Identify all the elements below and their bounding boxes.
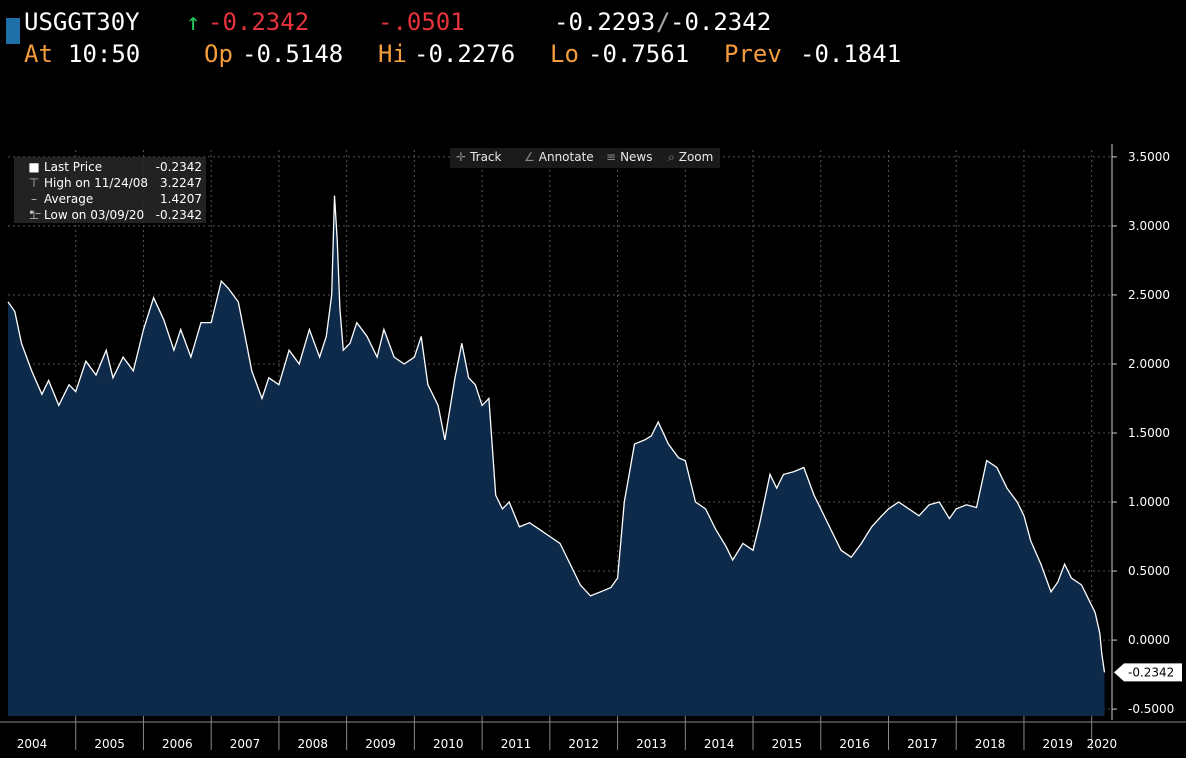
legend-average-icon: –•–	[28, 192, 42, 220]
x-tick-label: 2008	[298, 737, 329, 751]
ticker-marker-icon	[6, 18, 20, 44]
legend-high: ⊤ High on 11/24/08 3.2247	[28, 176, 202, 190]
track-button[interactable]: ✛ Track	[456, 150, 502, 164]
x-tick-label: 2010	[433, 737, 464, 751]
high-label: Hi	[378, 40, 407, 68]
chart-toolbar: ✛ Track ∠ Annotate ≡ News ⌕ Zoom	[450, 148, 720, 168]
x-tick-label: 2016	[839, 737, 870, 751]
y-tick-label: 2.0000	[1128, 357, 1170, 371]
x-tick-label: 2015	[772, 737, 803, 751]
zoom-button[interactable]: ⌕ Zoom	[668, 150, 714, 164]
ask-price: -0.2342	[670, 8, 772, 36]
annotate-button[interactable]: ∠ Annotate	[524, 150, 594, 164]
bid-price: -0.2293	[554, 8, 656, 36]
high-value: -0.2276	[414, 40, 516, 68]
last-price-tag-label: -0.2342	[1128, 665, 1174, 679]
x-tick-label: 2005	[94, 737, 125, 751]
x-tick-label: 2020	[1087, 737, 1118, 751]
last-price-tag	[1114, 663, 1182, 682]
y-tick-label: 0.0000	[1128, 633, 1170, 647]
x-tick-label: 2019	[1043, 737, 1074, 751]
ticker-symbol[interactable]: USGGT30Y	[24, 8, 140, 36]
x-tick-label: 2009	[365, 737, 396, 751]
y-tick-label: 3.5000	[1128, 150, 1170, 164]
at-label: At	[24, 40, 53, 68]
x-tick-label: 2004	[17, 737, 48, 751]
at-time: 10:50	[68, 40, 141, 68]
up-arrow-icon: ↑	[186, 8, 201, 36]
y-tick-label: 1.5000	[1128, 426, 1170, 440]
news-button[interactable]: ≡ News	[606, 150, 653, 164]
x-tick-label: 2007	[230, 737, 261, 751]
x-tick-label: 2006	[162, 737, 193, 751]
news-icon: ≡	[606, 150, 617, 164]
legend-low: ⊥ Low on 03/09/20 -0.2342	[28, 208, 202, 222]
low-value: -0.7561	[588, 40, 690, 68]
x-tick-label: 2013	[636, 737, 667, 751]
x-tick-label: 2017	[907, 737, 938, 751]
bid-ask-separator: /	[656, 8, 671, 36]
prev-value: -0.1841	[800, 40, 902, 68]
price-line	[7, 195, 1106, 673]
y-tick-label: 3.0000	[1128, 219, 1170, 233]
legend-last-price: ■ Last Price -0.2342	[28, 160, 202, 174]
y-tick-label: -0.5000	[1128, 702, 1174, 716]
crosshair-icon: ✛	[456, 150, 467, 164]
x-tick-label: 2014	[704, 737, 735, 751]
pencil-icon: ∠	[524, 150, 535, 164]
legend-high-icon: ⊤	[28, 176, 40, 190]
y-tick-label: 0.5000	[1128, 564, 1170, 578]
last-price: -0.2342	[208, 8, 310, 36]
price-area	[8, 195, 1105, 717]
chart-legend[interactable]: ■ Last Price -0.2342 ⊤ High on 11/24/08 …	[14, 157, 206, 223]
last-price-marker: -0.2342	[1114, 663, 1182, 682]
net-change: -.0501	[378, 8, 465, 36]
open-label: Op	[204, 40, 233, 68]
legend-square-icon: ■	[28, 160, 40, 174]
open-value: -0.5148	[242, 40, 344, 68]
x-tick-label: 2011	[501, 737, 532, 751]
y-tick-label: 2.5000	[1128, 288, 1170, 302]
y-tick-label: 1.0000	[1128, 495, 1170, 509]
prev-label: Prev	[724, 40, 782, 68]
low-label: Lo	[550, 40, 579, 68]
x-tick-label: 2012	[568, 737, 599, 751]
legend-low-icon: ⊥	[28, 208, 40, 222]
chart-axes: 3.5000 3.0000 2.5000 2.0000 1.5000 1.0000 0.50…	[0, 144, 1186, 751]
magnifier-icon: ⌕	[668, 150, 675, 164]
legend-average: –•– Average 1.4207	[28, 192, 202, 220]
x-tick-label: 2018	[975, 737, 1006, 751]
